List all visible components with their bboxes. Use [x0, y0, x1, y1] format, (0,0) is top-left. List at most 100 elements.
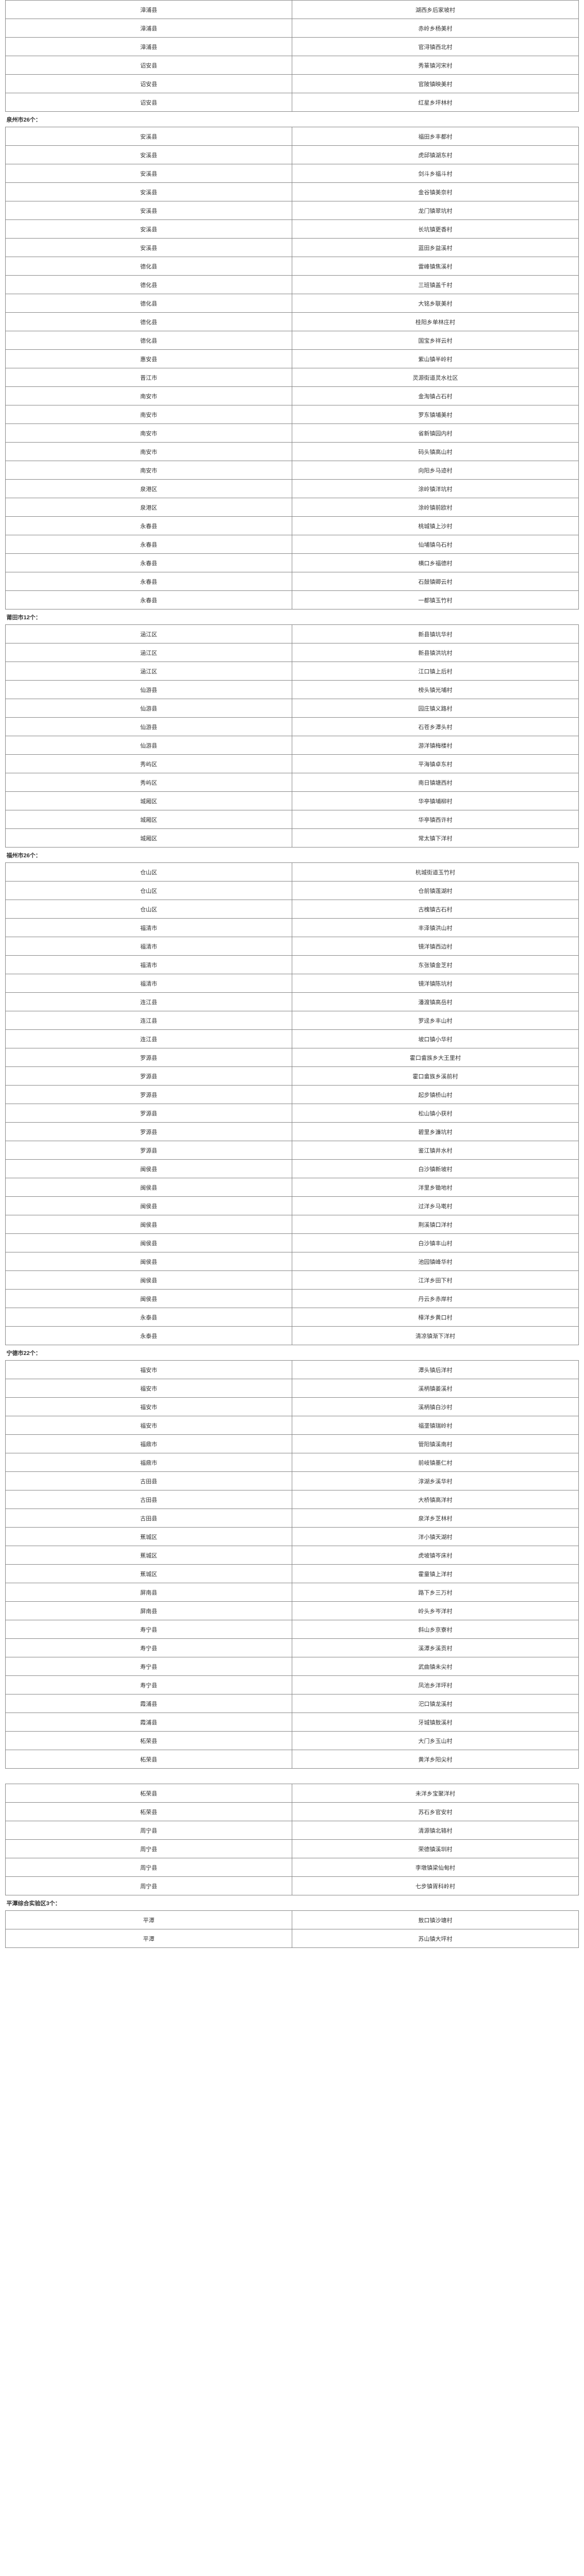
county-cell: 德化县 [6, 276, 292, 294]
county-cell: 寿宁县 [6, 1657, 292, 1676]
county-cell: 南安市 [6, 387, 292, 405]
village-cell: 官陂镇映美村 [292, 75, 579, 93]
county-cell: 蕉城区 [6, 1528, 292, 1546]
county-cell: 寿宁县 [6, 1639, 292, 1657]
county-cell: 诏安县 [6, 93, 292, 112]
village-cell: 大铭乡联美村 [292, 294, 579, 313]
table-row: 闽侯县洋里乡锄地村 [6, 1178, 579, 1197]
county-cell: 柘荣县 [6, 1732, 292, 1750]
village-cell: 石鼓镇卿云村 [292, 572, 579, 591]
table-row: 安溪县龙门镇翠坑村 [6, 201, 579, 220]
village-cell: 桂阳乡单林庄村 [292, 313, 579, 331]
county-cell: 福安市 [6, 1416, 292, 1435]
county-cell: 安溪县 [6, 164, 292, 183]
village-cell: 金谷镇美奈村 [292, 183, 579, 201]
village-cell: 潘渡镇高岳村 [292, 993, 579, 1011]
table-row: 闽侯县江洋乡田下村 [6, 1271, 579, 1290]
village-cell: 荆溪镇口洋村 [292, 1215, 579, 1234]
county-cell: 福鼎市 [6, 1453, 292, 1472]
table-row: 南安市码头镇高山村 [6, 443, 579, 461]
village-cell: 涂岭镇前欧村 [292, 498, 579, 517]
table-row: 闽侯县荆溪镇口洋村 [6, 1215, 579, 1234]
table-row: 安溪县剑斗乡福斗村 [6, 164, 579, 183]
county-cell: 周宁县 [6, 1877, 292, 1895]
table-row: 漳浦县官浔镇西北村 [6, 38, 579, 56]
village-cell: 向阳乡马迹村 [292, 461, 579, 480]
county-cell: 闽侯县 [6, 1252, 292, 1271]
county-cell: 福清市 [6, 919, 292, 937]
section-header: 平潭综合实验区3个： [6, 1895, 579, 1911]
table-row: 诏安县红星乡坪林村 [6, 93, 579, 112]
county-cell: 漳浦县 [6, 19, 292, 38]
table-row: 涵江区江口镇上后村 [6, 662, 579, 681]
village-cell: 江洋乡田下村 [292, 1271, 579, 1290]
village-cell: 罗迳乡丰山村 [292, 1011, 579, 1030]
section-header: 泉州市26个： [6, 112, 579, 127]
county-cell: 闽侯县 [6, 1197, 292, 1215]
table-row: 惠安县紫山镇半岭村 [6, 350, 579, 368]
county-cell: 闽侯县 [6, 1271, 292, 1290]
village-cell: 过洋乡马墘村 [292, 1197, 579, 1215]
village-cell: 黄洋乡阳尖村 [292, 1750, 579, 1769]
county-cell: 平潭 [6, 1929, 292, 1948]
table-row: 城厢区华亭镇埔柳村 [6, 792, 579, 810]
table-row: 仙游县石苍乡潭头村 [6, 718, 579, 736]
village-cell: 涂岭镇洋坑村 [292, 480, 579, 498]
village-cell: 霍童镇上洋村 [292, 1565, 579, 1583]
county-cell: 仓山区 [6, 900, 292, 919]
village-cell: 东张镇金芝村 [292, 956, 579, 974]
table-row: 闽侯县白沙镇新坡村 [6, 1160, 579, 1178]
village-cell: 松山镇小获村 [292, 1104, 579, 1123]
table-row: 寿宁县斜山乡京寮村 [6, 1620, 579, 1639]
table-row: 罗源县霍口畲族乡大王里村 [6, 1048, 579, 1067]
county-cell: 涵江区 [6, 662, 292, 681]
village-cell: 泉洋乡芝林村 [292, 1509, 579, 1528]
village-cell: 洋小镇天湖村 [292, 1528, 579, 1546]
table-row: 涵江区新县镇洪坑村 [6, 643, 579, 662]
table-row: 霞浦县牙城镇敖溪村 [6, 1713, 579, 1732]
table-row: 平潭苏山镇大坪村 [6, 1929, 579, 1948]
table-row: 安溪县虎邱镇湖东村 [6, 146, 579, 164]
village-cell: 镜洋镇西边村 [292, 937, 579, 956]
county-cell: 安溪县 [6, 146, 292, 164]
village-cell: 杭城街道玉竹村 [292, 863, 579, 882]
county-cell: 福鼎市 [6, 1435, 292, 1453]
village-cell: 丰泽镇洪山村 [292, 919, 579, 937]
village-cell: 鉴江镇井水村 [292, 1141, 579, 1160]
village-cell: 大桥镇高洋村 [292, 1490, 579, 1509]
county-cell: 闽侯县 [6, 1160, 292, 1178]
county-cell: 德化县 [6, 331, 292, 350]
county-cell: 霞浦县 [6, 1713, 292, 1732]
table-row: 永春县横口乡福德村 [6, 554, 579, 572]
table-row: 漳浦县赤岭乡杨美村 [6, 19, 579, 38]
county-cell: 仙游县 [6, 699, 292, 718]
village-cell: 园庄镇义路村 [292, 699, 579, 718]
village-cell: 武曲镇未尖村 [292, 1657, 579, 1676]
village-cell: 虎坡镇岑床村 [292, 1546, 579, 1565]
county-cell: 福安市 [6, 1361, 292, 1379]
county-cell: 仙游县 [6, 718, 292, 736]
county-cell: 南安市 [6, 405, 292, 424]
table-row: 屏南县路下乡三万村 [6, 1583, 579, 1602]
table-row: 柘荣县未洋乡宝聚洋村 [6, 1784, 579, 1803]
village-cell: 横口乡福德村 [292, 554, 579, 572]
village-cell: 仓前镇莲湖村 [292, 882, 579, 900]
village-cell: 淳湖乡溪华村 [292, 1472, 579, 1490]
table-row: 晋江市灵源街道灵水社区 [6, 368, 579, 387]
table-row: 罗源县松山镇小获村 [6, 1104, 579, 1123]
village-cell: 剑斗乡福斗村 [292, 164, 579, 183]
village-cell: 龙门镇翠坑村 [292, 201, 579, 220]
county-cell: 福清市 [6, 937, 292, 956]
village-cell: 桃城镇上沙村 [292, 517, 579, 535]
table-row: 古田县淳湖乡溪华村 [6, 1472, 579, 1490]
county-cell: 永春县 [6, 535, 292, 554]
village-cell: 湖西乡后家坡村 [292, 1, 579, 19]
county-cell: 柘荣县 [6, 1803, 292, 1821]
village-cell: 秀篆镇河宋村 [292, 56, 579, 75]
county-cell: 永春县 [6, 572, 292, 591]
table-row: 南安市罗东镇埔美村 [6, 405, 579, 424]
county-cell: 屏南县 [6, 1602, 292, 1620]
county-cell: 晋江市 [6, 368, 292, 387]
village-cell: 清凉镇渐下洋村 [292, 1327, 579, 1345]
table-row: 罗源县起步镇桥山村 [6, 1086, 579, 1104]
